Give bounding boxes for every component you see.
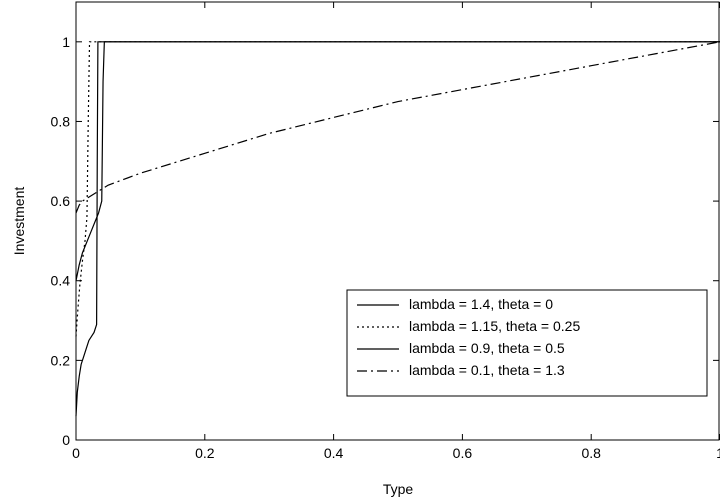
y-tick-label: 0.4 bbox=[51, 273, 71, 289]
y-tick-label: 0 bbox=[62, 432, 70, 448]
x-tick-label: 0.4 bbox=[324, 445, 344, 461]
legend-entry-4: lambda = 0.1, theta = 1.3 bbox=[409, 362, 565, 378]
y-tick-label: 1 bbox=[62, 34, 70, 50]
x-tick-label: 0.8 bbox=[581, 445, 601, 461]
x-tick-label: 1 bbox=[716, 445, 720, 461]
x-tick-label: 0.2 bbox=[195, 445, 215, 461]
x-axis-label: Type bbox=[383, 481, 414, 497]
legend-entry-1: lambda = 1.4, theta = 0 bbox=[409, 296, 553, 312]
series-line-2 bbox=[75, 41, 720, 337]
series-line-1 bbox=[75, 41, 720, 417]
series-group bbox=[75, 41, 720, 417]
y-tick-label: 0.8 bbox=[51, 113, 71, 129]
legend-box bbox=[346, 289, 708, 397]
y-tick-label: 0.2 bbox=[51, 352, 71, 368]
x-tick-label: 0.6 bbox=[453, 445, 473, 461]
y-axis-label: Investment bbox=[11, 187, 27, 256]
ticks-group: 0 0.2 0.4 0.6 0.8 1 0 0.2 0.4 0.6 0.8 1 bbox=[51, 2, 720, 461]
series-line-3 bbox=[75, 41, 720, 281]
legend-entry-2: lambda = 1.15, theta = 0.25 bbox=[409, 318, 580, 334]
legend-entry-3: lambda = 0.9, theta = 0.5 bbox=[409, 340, 565, 356]
y-tick-label: 0.6 bbox=[51, 193, 71, 209]
series-line-4 bbox=[75, 41, 720, 214]
legend: lambda = 1.4, theta = 0 lambda = 1.15, th… bbox=[346, 289, 708, 397]
x-tick-label: 0 bbox=[72, 445, 80, 461]
